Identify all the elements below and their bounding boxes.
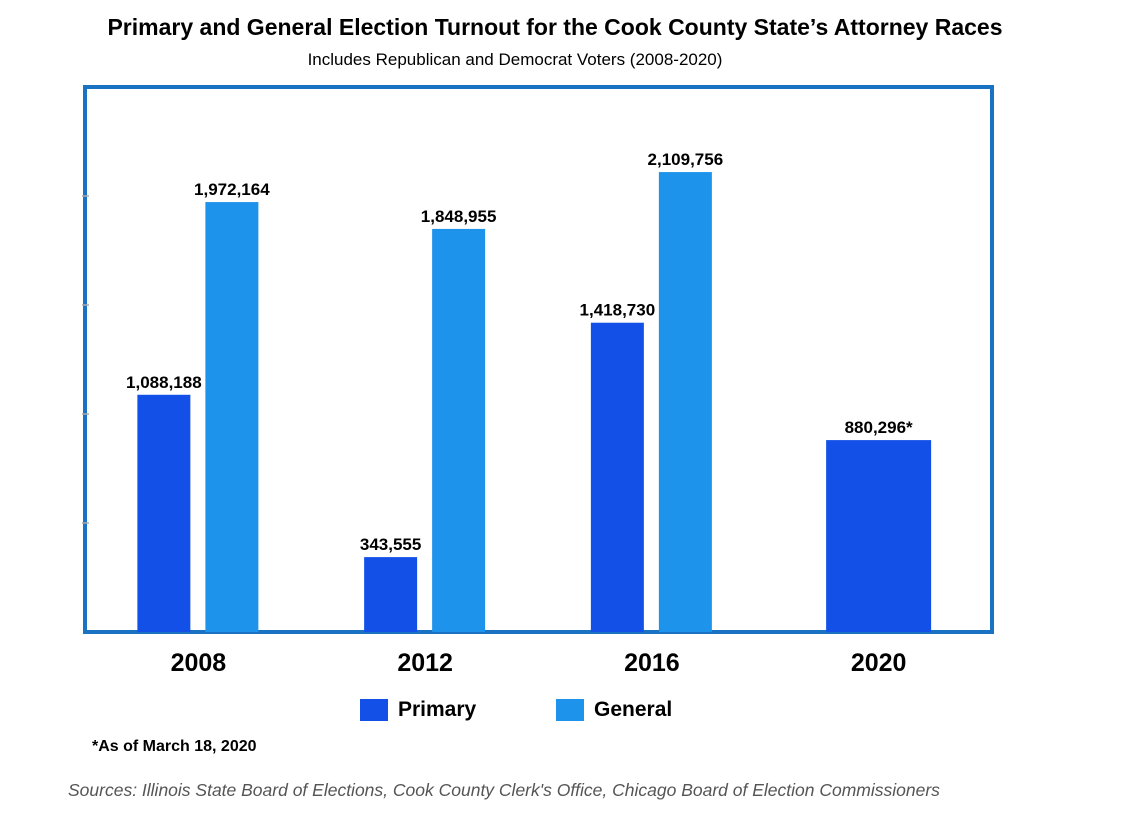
data-label: 1,088,188: [126, 373, 202, 392]
legend-label-primary: Primary: [398, 698, 477, 721]
bar-general-2012: [432, 228, 486, 633]
bar-general-2016: [658, 172, 712, 633]
data-label: 1,418,730: [580, 301, 656, 320]
bar-primary-2016: [590, 322, 644, 632]
source-note: Sources: Illinois State Board of Electio…: [68, 780, 940, 800]
x-tick-label: 2012: [397, 649, 453, 677]
bar-general-2008: [205, 202, 259, 633]
bar-primary-2008: [137, 394, 191, 632]
data-label: 343,555: [360, 535, 421, 554]
data-label: 1,972,164: [194, 180, 270, 199]
x-tick-label: 2016: [624, 649, 680, 677]
chart-subtitle: Includes Republican and Democrat Voters …: [307, 50, 723, 69]
x-tick-label: 2020: [851, 649, 907, 677]
footnote: *As of March 18, 2020: [92, 738, 257, 755]
data-label: 880,296*: [845, 418, 913, 437]
data-label: 1,848,955: [421, 207, 497, 226]
plot-frame: [83, 85, 994, 634]
legend-general: General: [556, 698, 672, 722]
bar-primary-2020: [826, 440, 932, 632]
legend-label-general: General: [594, 698, 673, 721]
legend-primary: Primary: [360, 698, 476, 722]
data-label: 2,109,756: [648, 150, 724, 169]
x-tick-label: 2008: [171, 649, 227, 677]
bar-primary-2012: [364, 557, 418, 632]
legend-swatch-primary: [360, 699, 388, 721]
legend-swatch-general: [556, 699, 584, 721]
chart-title: Primary and General Election Turnout for…: [107, 14, 1003, 40]
